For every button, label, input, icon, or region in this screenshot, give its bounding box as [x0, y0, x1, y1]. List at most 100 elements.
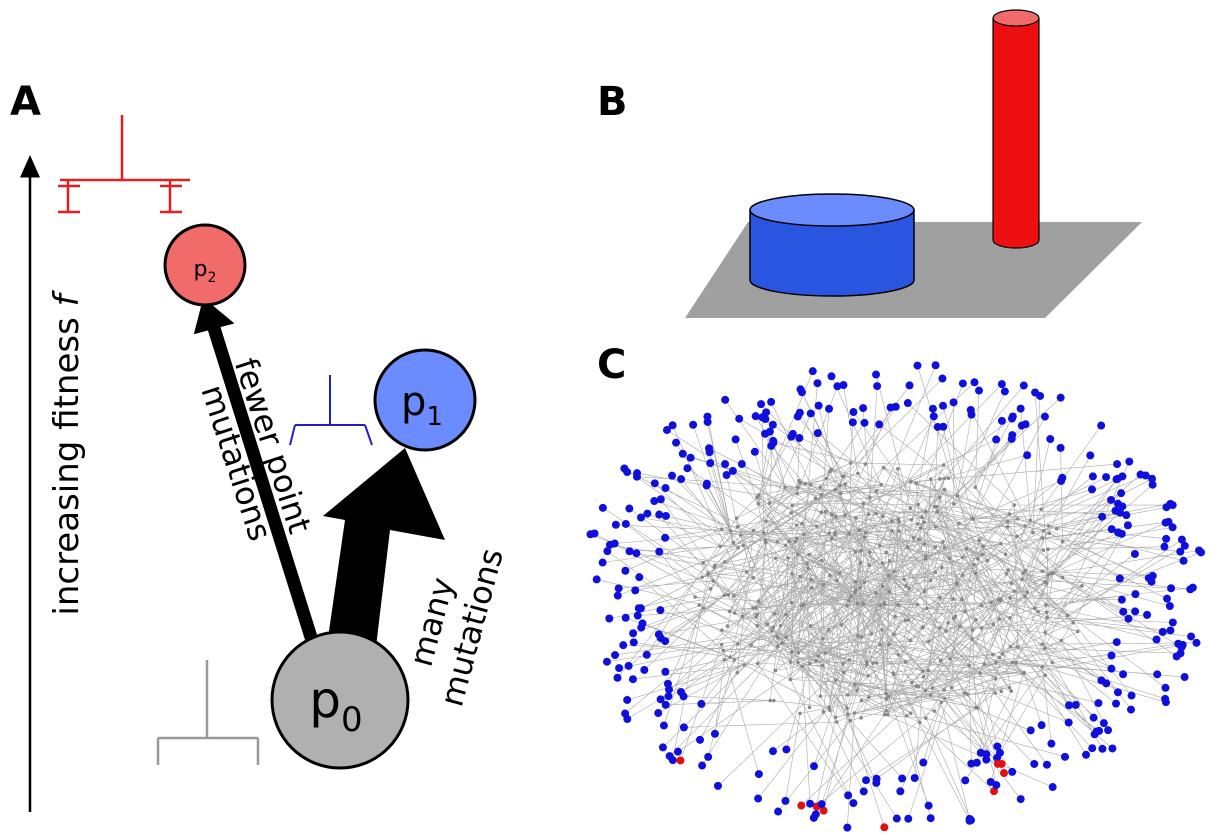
- inner-node: [719, 545, 723, 549]
- blue-node: [925, 802, 933, 810]
- inner-node: [797, 651, 801, 655]
- inner-node: [912, 536, 916, 540]
- inner-node: [847, 532, 851, 536]
- blue-node: [1008, 768, 1016, 776]
- inner-node: [948, 556, 952, 560]
- blue-node: [1008, 415, 1016, 423]
- red-node: [880, 823, 888, 831]
- inner-node: [736, 642, 740, 646]
- inner-node: [723, 658, 727, 662]
- inner-node: [944, 629, 948, 633]
- blue-node: [1131, 607, 1139, 615]
- blue-node: [812, 810, 820, 818]
- inner-node: [1006, 568, 1010, 572]
- blue-node: [629, 629, 637, 637]
- inner-node: [711, 579, 715, 583]
- blue-node: [861, 419, 869, 427]
- node-sub: 1: [426, 402, 443, 432]
- blue-node: [1038, 721, 1046, 729]
- inner-node: [1051, 571, 1055, 575]
- blue-node: [844, 791, 852, 799]
- inner-node: [946, 621, 950, 625]
- blue-node: [1102, 679, 1110, 687]
- inner-node: [754, 615, 758, 619]
- inner-node: [878, 643, 882, 647]
- blue-node: [656, 606, 664, 614]
- inner-node: [835, 579, 839, 583]
- blue-node: [970, 378, 978, 386]
- inner-node: [1004, 552, 1008, 556]
- inner-node: [1033, 606, 1037, 610]
- inner-node: [1042, 529, 1046, 533]
- inner-node: [768, 501, 772, 505]
- node-label-text: p: [401, 379, 426, 425]
- inner-node: [970, 516, 974, 520]
- inner-node: [845, 706, 849, 710]
- blue-node: [1118, 596, 1126, 604]
- inner-node: [938, 626, 942, 630]
- inner-node: [875, 661, 879, 665]
- blue-node: [668, 472, 676, 480]
- inner-node: [702, 606, 706, 610]
- blue-node: [1159, 628, 1167, 636]
- blue-node: [754, 795, 762, 803]
- blue-node: [906, 381, 914, 389]
- inner-node: [934, 545, 938, 549]
- blue-node: [657, 634, 665, 642]
- inner-node: [916, 503, 920, 507]
- inner-node: [916, 685, 920, 689]
- blue-node: [615, 664, 623, 672]
- blue-node: [929, 405, 937, 413]
- blue-node: [893, 815, 901, 823]
- inner-node: [849, 595, 853, 599]
- tree-gray: [158, 660, 258, 765]
- inner-node: [728, 609, 732, 613]
- blue-node: [625, 662, 633, 670]
- inner-node: [981, 553, 985, 557]
- inner-node: [916, 522, 920, 526]
- blue-node: [810, 762, 818, 770]
- inner-node: [925, 607, 929, 611]
- arrow-label: many mutations: [394, 534, 511, 710]
- inner-node: [784, 635, 788, 639]
- inner-node: [861, 502, 865, 506]
- inner-node: [757, 599, 761, 603]
- inner-node: [1001, 652, 1005, 656]
- blue-node: [757, 400, 765, 408]
- blue-node: [781, 797, 789, 805]
- inner-node: [1061, 540, 1065, 544]
- inner-node: [828, 706, 832, 710]
- inner-node: [828, 574, 832, 578]
- inner-node: [859, 561, 863, 565]
- blue-node: [919, 759, 927, 767]
- network: [586, 361, 1205, 831]
- inner-node: [904, 619, 908, 623]
- inner-node: [939, 659, 943, 663]
- inner-node: [974, 485, 978, 489]
- inner-node: [907, 586, 911, 590]
- inner-node: [733, 611, 737, 615]
- blue-node: [959, 379, 967, 387]
- inner-node: [789, 678, 793, 682]
- inner-node: [771, 626, 775, 630]
- inner-node: [721, 649, 725, 653]
- inner-node: [897, 653, 901, 657]
- inner-node: [802, 533, 806, 537]
- inner-node: [860, 699, 864, 703]
- blue-node: [1108, 525, 1116, 533]
- blue-node: [1178, 536, 1186, 544]
- inner-node: [802, 603, 806, 607]
- inner-node: [755, 624, 759, 628]
- blue-node: [873, 382, 881, 390]
- blue-node: [849, 799, 857, 807]
- blue-node: [1082, 751, 1090, 759]
- inner-node: [902, 578, 906, 582]
- blue-node: [599, 504, 607, 512]
- blue-node: [1049, 783, 1057, 791]
- inner-node: [728, 655, 732, 659]
- blue-node: [796, 409, 804, 417]
- inner-node: [922, 520, 926, 524]
- inner-node: [1016, 517, 1020, 521]
- blue-node: [706, 459, 714, 467]
- inner-node: [789, 660, 793, 664]
